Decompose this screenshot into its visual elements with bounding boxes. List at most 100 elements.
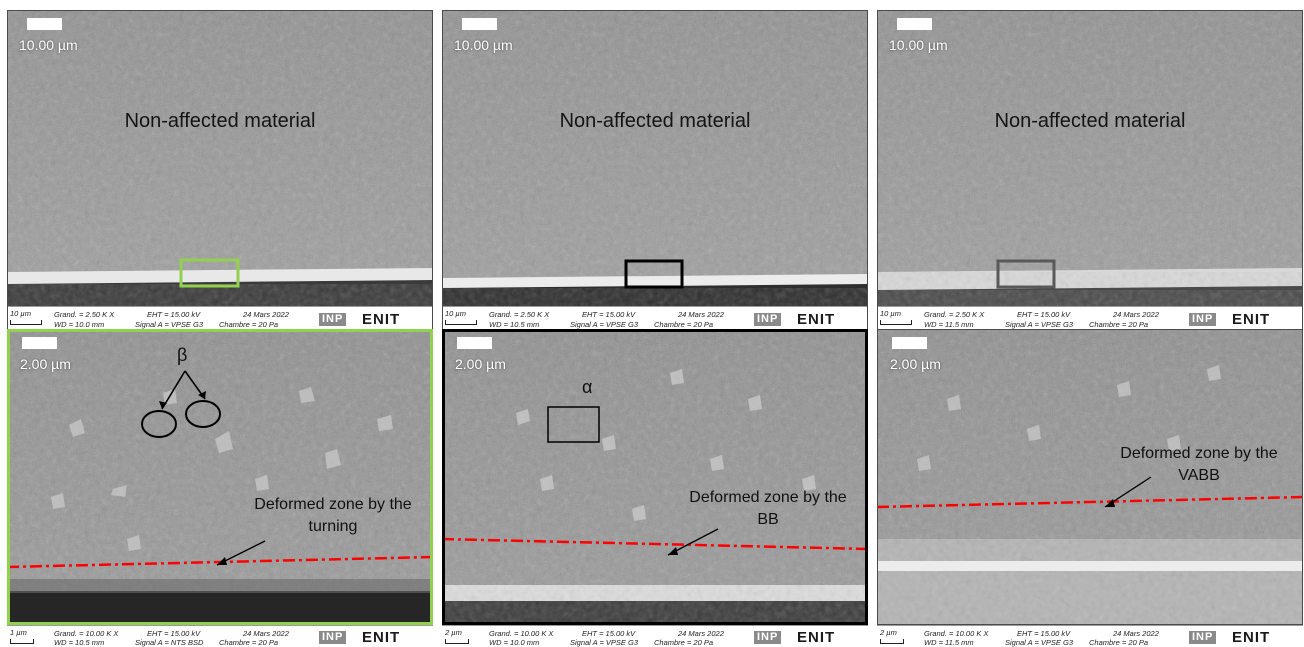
- panel-border: [7, 10, 433, 330]
- panel-border: [442, 10, 868, 330]
- sem-micrograph: [7, 329, 433, 625]
- sem-info-bar: 10 µm Grand. = 2.50 K X WD = 11.5 mm EHT…: [877, 306, 1303, 330]
- info-scale-bar: [445, 639, 469, 644]
- info-scale-bar: [880, 639, 904, 644]
- enit-logo: ENIT: [1232, 629, 1271, 646]
- info-eht: EHT = 15.00 kV: [1017, 629, 1071, 638]
- scale-bar: [897, 18, 932, 30]
- info-signal: Signal A = NTS BSD: [135, 638, 204, 647]
- info-scale: 10 µm: [445, 309, 466, 318]
- info-date: 24 Mars 2022: [678, 310, 724, 319]
- info-chambre: Chambre = 20 Pa: [219, 320, 278, 329]
- inp-logo: INP: [754, 313, 782, 326]
- alpha-box: [547, 406, 600, 443]
- info-grand: Grand. = 10.00 K X: [489, 629, 554, 638]
- enit-logo: ENIT: [362, 311, 401, 328]
- info-signal: Signal A = VPSE G3: [570, 320, 639, 329]
- info-scale: 2 µm: [445, 628, 462, 637]
- info-chambre: Chambre = 20 Pa: [1089, 320, 1148, 329]
- zoom-marker-grey: [996, 259, 1056, 289]
- scale-label: 2.00 µm: [20, 356, 71, 372]
- info-wd: WD = 10.0 mm: [489, 638, 540, 647]
- panel-border: [877, 10, 1303, 330]
- info-eht: EHT = 15.00 kV: [1017, 310, 1071, 319]
- scale-bar: [27, 18, 62, 30]
- info-wd: WD = 10.5 mm: [54, 638, 105, 647]
- sem-info-bar: 1 µm Grand. = 10.00 K X WD = 10.5 mm EHT…: [7, 625, 433, 647]
- deformed-zone-annotation: Deformed zone by the BB: [689, 489, 847, 529]
- info-scale: 2 µm: [880, 628, 897, 637]
- info-chambre: Chambre = 20 Pa: [654, 638, 713, 647]
- deformation-line: [442, 537, 868, 551]
- deformed-zone-annotation: Deformed zone by the VABB: [1120, 445, 1278, 485]
- info-chambre: Chambre = 20 Pa: [219, 638, 278, 647]
- enit-logo: ENIT: [797, 629, 836, 646]
- sem-micrograph: [7, 10, 433, 306]
- sem-panel-top-2: 10.00 µm Non-affected material 10 µm Gra…: [442, 10, 868, 330]
- info-scale-bar: [445, 320, 477, 325]
- inp-logo: INP: [1189, 313, 1217, 326]
- sem-micrograph: [877, 329, 1303, 625]
- sem-info-bar: 2 µm Grand. = 10.00 K X WD = 11.5 mm EHT…: [877, 625, 1303, 647]
- info-wd: WD = 10.0 mm: [54, 320, 105, 329]
- info-scale: 10 µm: [10, 309, 31, 318]
- sem-panel-top-3: 10.00 µm Non-affected material 10 µm Gra…: [877, 10, 1303, 330]
- scale-label: 2.00 µm: [890, 356, 941, 372]
- inp-logo: INP: [754, 631, 782, 644]
- beta-circle-1: [141, 410, 177, 438]
- sem-info-bar: 10 µm Grand. = 2.50 K X WD = 10.0 mm EHT…: [7, 306, 433, 330]
- info-signal: Signal A = VPSE G3: [135, 320, 204, 329]
- inp-logo: INP: [319, 313, 347, 326]
- sem-micrograph: [877, 10, 1303, 306]
- enit-logo: ENIT: [1232, 311, 1271, 328]
- info-grand: Grand. = 10.00 K X: [54, 629, 119, 638]
- info-grand: Grand. = 10.00 K X: [924, 629, 989, 638]
- info-scale: 10 µm: [880, 309, 901, 318]
- scale-label: 10.00 µm: [889, 37, 948, 53]
- zoom-marker-green: [179, 258, 240, 288]
- beta-label: β: [177, 345, 188, 365]
- region-label: Non-affected material: [994, 110, 1186, 132]
- sem-panel-bottom-3: 2.00 µm Deformed zone by the VABB 2 µm G…: [877, 329, 1303, 647]
- info-signal: Signal A = VPSE G3: [1005, 320, 1074, 329]
- info-grand: Grand. = 2.50 K X: [489, 310, 550, 319]
- sem-panel-bottom-2: 2.00 µm α Deformed zone by the BB 2 µm G…: [442, 329, 868, 647]
- enit-logo: ENIT: [797, 311, 836, 328]
- info-date: 24 Mars 2022: [243, 310, 289, 319]
- beta-circle-2: [185, 400, 221, 428]
- info-scale-bar: [10, 639, 34, 644]
- sem-micrograph: [442, 329, 868, 625]
- info-eht: EHT = 15.00 kV: [582, 310, 636, 319]
- info-date: 24 Mars 2022: [243, 629, 289, 638]
- info-wd: WD = 11.5 mm: [924, 638, 974, 647]
- info-signal: Signal A = VPSE G3: [1005, 638, 1074, 647]
- info-chambre: Chambre = 20 Pa: [654, 320, 713, 329]
- panel-frame-green: [7, 329, 433, 625]
- scale-bar: [457, 337, 492, 349]
- sem-info-bar: 2 µm Grand. = 10.00 K X WD = 10.0 mm EHT…: [442, 625, 868, 647]
- scale-label: 10.00 µm: [454, 37, 513, 53]
- info-wd: WD = 11.5 mm: [924, 320, 974, 329]
- alpha-label: α: [582, 377, 593, 397]
- info-eht: EHT = 15.00 kV: [147, 629, 201, 638]
- info-scale: 1 µm: [10, 628, 27, 637]
- info-scale-bar: [880, 320, 912, 325]
- enit-logo: ENIT: [362, 629, 401, 646]
- panel-frame-black: [442, 329, 868, 625]
- scale-bar: [892, 337, 927, 349]
- info-date: 24 Mars 2022: [1113, 310, 1159, 319]
- zoom-marker-black: [624, 259, 684, 289]
- sem-micrograph: [442, 10, 868, 306]
- scale-label: 2.00 µm: [455, 356, 506, 372]
- info-date: 24 Mars 2022: [1113, 629, 1159, 638]
- panel-border: [877, 329, 1303, 625]
- deformation-line: [877, 495, 1303, 509]
- info-chambre: Chambre = 20 Pa: [1089, 638, 1148, 647]
- scale-bar: [22, 337, 57, 349]
- info-grand: Grand. = 2.50 K X: [54, 310, 115, 319]
- info-signal: Signal A = VPSE G3: [570, 638, 639, 647]
- inp-logo: INP: [1189, 631, 1217, 644]
- info-date: 24 Mars 2022: [678, 629, 724, 638]
- sem-info-bar: 10 µm Grand. = 2.50 K X WD = 10.5 mm EHT…: [442, 306, 868, 330]
- region-label: Non-affected material: [124, 110, 316, 132]
